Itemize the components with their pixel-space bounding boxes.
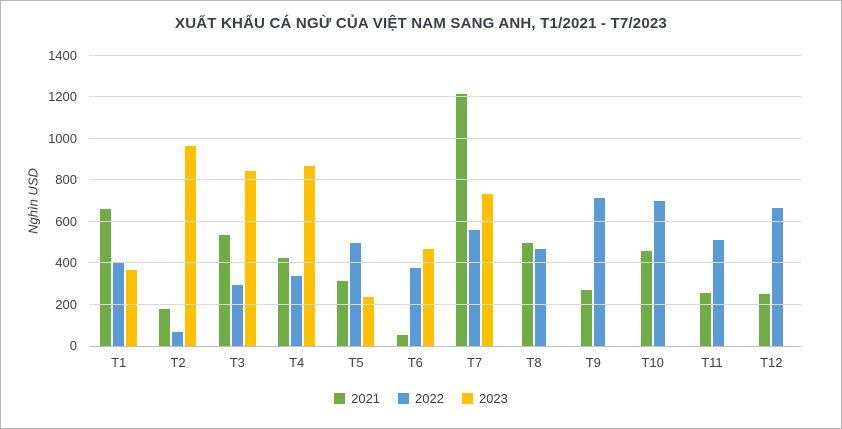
legend-swatch-2023 [461,393,473,404]
bar-2023-t7 [482,193,494,346]
x-tick-label-t2: T2 [170,355,186,370]
x-tick-label-t11: T11 [701,355,723,370]
bar-groups [89,56,801,346]
bar-group-t12 [742,56,801,346]
x-tick-label-t5: T5 [348,355,364,370]
gridline [89,179,801,181]
plot-area [89,55,801,347]
x-tick-label-t3: T3 [229,355,245,370]
legend-swatch-2022 [398,393,410,404]
bar-2023-t5 [363,297,375,346]
bar-2021-t4 [278,257,290,346]
bar-group-t1 [89,56,148,346]
y-axis-ticks: 0 200 400 600 800 1000 1200 1400 [39,49,83,353]
x-tick-label-t4: T4 [289,355,305,370]
bar-2022-t12 [772,208,784,346]
y-tick-label: 1400 [48,48,77,63]
bar-2021-t12 [759,294,771,346]
x-tick-label-t1: T1 [111,355,127,370]
gridline [89,96,801,98]
bar-2022-t8 [534,248,546,346]
legend-item-2023: 2023 [461,391,508,406]
legend-swatch-2021 [334,393,346,404]
bar-2022-t4 [291,275,303,346]
bar-group-t6 [386,56,445,346]
bar-group-t10 [623,56,682,346]
y-tick-label: 800 [55,172,77,188]
bar-2023-t1 [126,270,138,346]
bar-group-t4 [267,56,326,346]
bar-2023-t2 [185,146,197,346]
bar-group-t2 [148,56,207,346]
y-tick-label: 200 [55,296,77,312]
x-tick-label-t8: T8 [526,355,542,370]
legend-item-2021: 2021 [334,391,380,406]
gridline [89,137,801,139]
chart-title: XUẤT KHẨU CÁ NGỪ CỦA VIỆT NAM SANG ANH, … [175,15,667,32]
bar-2022-t7 [469,230,481,346]
bar-2021-t7 [456,94,468,346]
bar-2021-t8 [521,243,533,346]
bar-2021-t3 [218,235,230,346]
y-tick-label: 600 [55,213,77,229]
bar-2021-t5 [337,280,349,346]
gridline [89,220,801,222]
bar-2022-t10 [653,201,665,346]
bar-2023-t6 [422,248,434,346]
bar-2022-t11 [712,240,724,346]
x-tick-label-t9: T9 [585,355,601,370]
bar-2021-t9 [581,290,593,346]
bar-2022-t9 [594,197,606,346]
bar-2021-t1 [100,209,112,346]
bar-group-t3 [208,56,267,346]
x-tick-label-t6: T6 [407,355,423,370]
x-tick-label-t10: T10 [641,355,664,370]
gridline [89,262,801,264]
bar-group-t7 [445,56,504,346]
y-tick-label: 0 [69,338,77,353]
bar-2023-t4 [304,165,316,346]
legend-label-2021: 2021 [351,391,381,406]
bar-2022-t2 [172,331,184,346]
y-tick-label: 1200 [48,89,77,105]
bar-group-t11 [682,56,741,346]
bar-group-t8 [504,56,563,346]
legend-label-2023: 2023 [478,391,508,406]
bar-2023-t3 [244,170,256,346]
bar-2021-t11 [699,293,711,346]
gridline [89,303,801,305]
y-tick-label: 400 [55,255,77,271]
bar-2022-t5 [350,243,362,346]
bar-2022-t3 [231,284,243,346]
legend: 2021 2022 2023 [1,391,841,406]
bar-2022-t6 [409,268,421,346]
gridline [89,55,801,56]
bar-group-t9 [564,56,623,346]
y-tick-label: 1000 [48,130,77,146]
legend-item-2022: 2022 [398,391,444,406]
x-tick-label-t7: T7 [467,355,483,370]
x-axis-labels: T1 T2 T3 T4 T5 T6 T7 T8 T9 T10 T11 T12 [89,355,801,370]
bar-2021-t10 [640,250,652,346]
bar-2021-t6 [396,334,408,346]
x-tick-label-t12: T12 [760,355,783,370]
bar-2021-t2 [159,308,171,346]
legend-label-2022: 2022 [415,391,444,406]
bar-group-t5 [326,56,385,346]
